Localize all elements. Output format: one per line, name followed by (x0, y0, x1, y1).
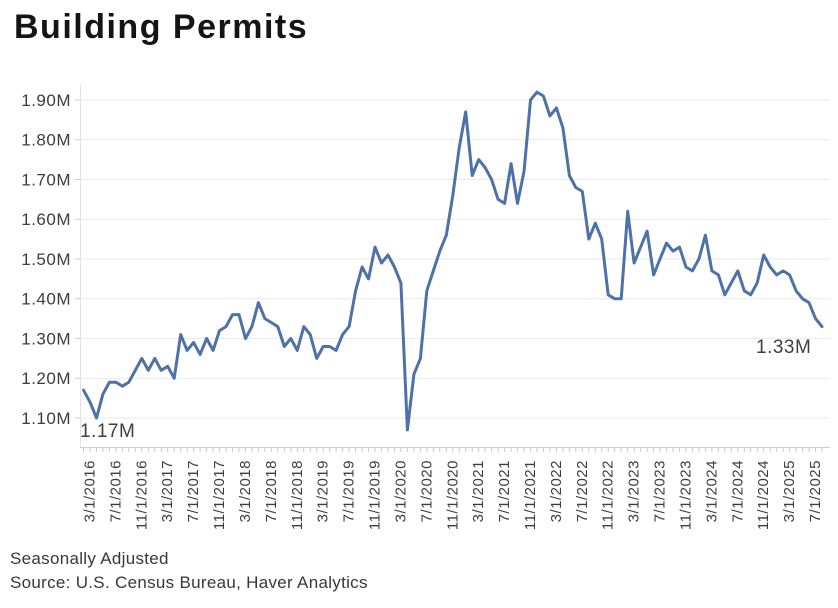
svg-text:7/1/2024: 7/1/2024 (729, 460, 746, 522)
svg-text:7/1/2019: 7/1/2019 (341, 460, 358, 522)
y-axis-labels: 1.10M 1.20M 1.30M 1.40M 1.50M 1.60M 1.70M 1.80M… (21, 91, 71, 428)
y-gridlines (75, 99, 830, 419)
svg-text:1.20M: 1.20M (21, 369, 71, 388)
svg-text:11/1/2019: 11/1/2019 (367, 460, 384, 530)
svg-text:11/1/2023: 11/1/2023 (677, 460, 694, 530)
svg-text:11/1/2020: 11/1/2020 (444, 460, 461, 530)
x-axis-labels: 3/1/2016 7/1/2016 11/1/2016 3/1/2017 7/1/201… (81, 460, 824, 530)
svg-text:3/1/2023: 3/1/2023 (626, 460, 643, 522)
svg-text:1.50M: 1.50M (21, 250, 71, 269)
svg-text:3/1/2017: 3/1/2017 (159, 460, 176, 522)
svg-text:11/1/2016: 11/1/2016 (133, 460, 150, 530)
axes (80, 85, 830, 448)
svg-text:1.80M: 1.80M (21, 131, 71, 150)
svg-text:1.40M: 1.40M (21, 290, 71, 309)
svg-text:3/1/2021: 3/1/2021 (470, 460, 487, 522)
svg-text:1.70M: 1.70M (21, 170, 71, 189)
svg-text:7/1/2023: 7/1/2023 (652, 460, 669, 522)
svg-text:3/1/2016: 3/1/2016 (81, 460, 98, 522)
svg-text:3/1/2019: 3/1/2019 (315, 460, 332, 522)
line-chart-canvas: 1.10M 1.20M 1.30M 1.40M 1.50M 1.60M 1.70M 1.80M… (21, 85, 830, 530)
svg-text:1.10M: 1.10M (21, 409, 71, 428)
chart-title: Building Permits (14, 8, 309, 46)
svg-text:7/1/2022: 7/1/2022 (574, 460, 591, 522)
svg-text:3/1/2018: 3/1/2018 (237, 460, 254, 522)
svg-text:1.30M: 1.30M (21, 329, 71, 348)
svg-text:11/1/2024: 11/1/2024 (755, 460, 772, 530)
last-value-annotation: 1.33M (756, 337, 812, 358)
svg-text:7/1/2021: 7/1/2021 (496, 460, 513, 522)
svg-text:7/1/2020: 7/1/2020 (418, 460, 435, 522)
svg-text:3/1/2020: 3/1/2020 (392, 460, 409, 522)
svg-text:7/1/2025: 7/1/2025 (807, 460, 824, 522)
svg-text:7/1/2017: 7/1/2017 (185, 460, 202, 522)
permits-line (82, 90, 824, 432)
source-note: Source: U.S. Census Bureau, Haver Analyt… (10, 573, 368, 592)
svg-text:11/1/2017: 11/1/2017 (211, 460, 228, 530)
footnote-seasonally-adjusted: Seasonally Adjusted (10, 549, 169, 568)
svg-text:11/1/2022: 11/1/2022 (600, 460, 617, 530)
svg-text:11/1/2018: 11/1/2018 (289, 460, 306, 530)
svg-text:3/1/2025: 3/1/2025 (781, 460, 798, 522)
svg-text:1.90M: 1.90M (21, 91, 71, 110)
first-value-annotation: 1.17M (80, 421, 136, 442)
svg-text:3/1/2024: 3/1/2024 (703, 460, 720, 522)
svg-text:7/1/2016: 7/1/2016 (107, 460, 124, 522)
svg-text:1.60M: 1.60M (21, 210, 71, 229)
svg-text:7/1/2018: 7/1/2018 (263, 460, 280, 522)
x-axis-ticks (83, 448, 823, 452)
svg-text:11/1/2021: 11/1/2021 (522, 460, 539, 530)
svg-text:3/1/2022: 3/1/2022 (548, 460, 565, 522)
